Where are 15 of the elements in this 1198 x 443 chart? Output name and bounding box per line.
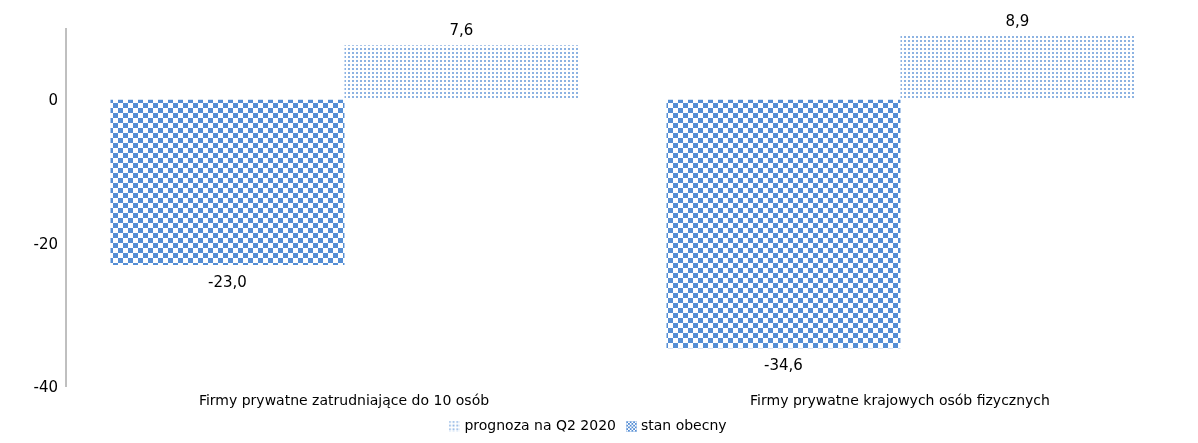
legend-label: prognoza na Q2 2020 [464, 417, 616, 433]
bar [900, 35, 1135, 100]
bar [110, 99, 345, 265]
data-label: -23,0 [208, 272, 247, 291]
bar [666, 99, 901, 349]
y-tick-label: 0 [48, 91, 58, 110]
y-tick-label: -20 [33, 234, 58, 253]
data-label: 7,6 [449, 21, 474, 40]
data-label: 8,9 [1005, 11, 1030, 30]
y-tick-label: -40 [33, 378, 58, 397]
legend-label: stan obecny [640, 417, 727, 433]
bar [344, 45, 579, 100]
data-label: -34,6 [764, 356, 803, 375]
x-tick-label: Firmy prywatne zatrudniające do 10 osób [198, 391, 490, 408]
x-tick-label: Firmy prywatne krajowych osób fizycznych [750, 391, 1050, 408]
